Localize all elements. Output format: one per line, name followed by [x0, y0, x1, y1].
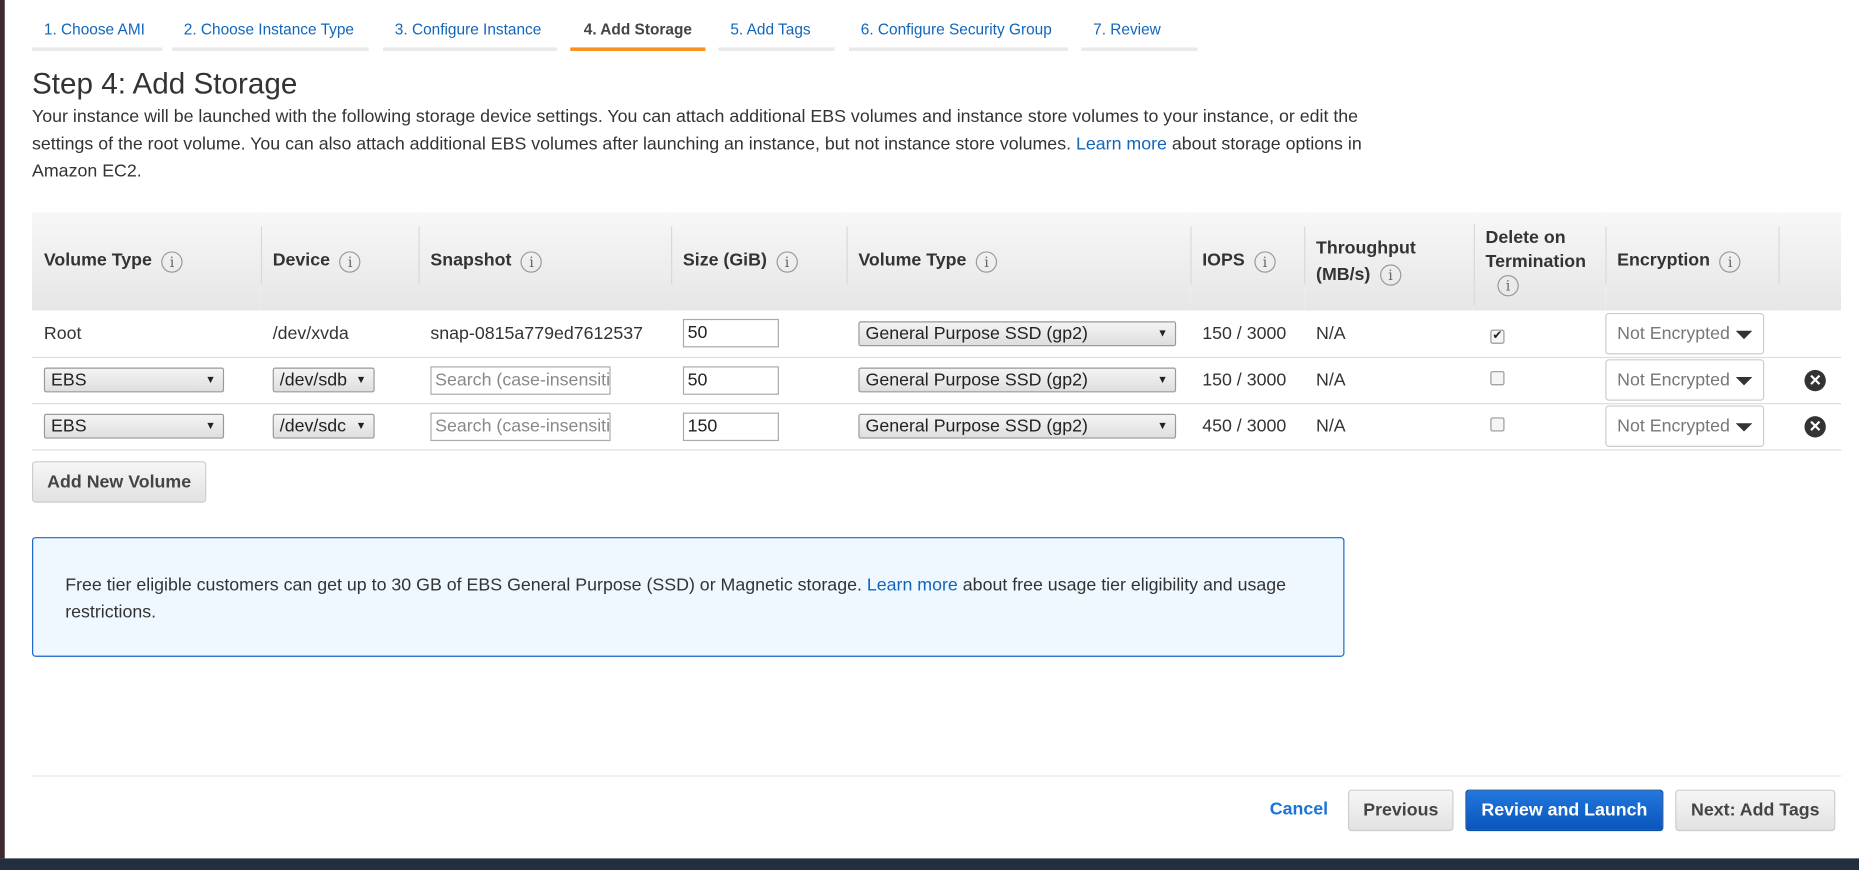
- header-size: Size (GiB) i: [671, 212, 846, 310]
- caret-down-icon: [1735, 330, 1753, 339]
- info-icon[interactable]: i: [776, 250, 798, 273]
- tab-add-tags[interactable]: 5. Add Tags: [718, 12, 835, 51]
- bottom-bar: [0, 858, 1859, 870]
- encryption-select[interactable]: Not Encrypted: [1605, 359, 1765, 401]
- free-tier-text-after: about free usage tier eligibility and us…: [65, 575, 1287, 623]
- table-row: Root /dev/xvda snap-0815a779ed7612537 50…: [32, 310, 1842, 358]
- tab-choose-instance-type[interactable]: 2. Choose Instance Type: [171, 12, 369, 51]
- info-icon[interactable]: i: [1254, 250, 1276, 273]
- info-icon[interactable]: i: [1379, 263, 1402, 286]
- tab-configure-security-group[interactable]: 6. Configure Security Group: [848, 12, 1069, 51]
- header-volume-type: Volume Type i: [32, 212, 261, 310]
- ebs-volume-type-select[interactable]: General Purpose SSD (gp2) ▼: [858, 413, 1177, 439]
- next-add-tags-button[interactable]: Next: Add Tags: [1675, 789, 1836, 832]
- size-input[interactable]: 50: [682, 365, 779, 395]
- page-title: Step 4: Add Storage: [32, 67, 298, 101]
- window-edge: [0, 0, 5, 859]
- header-iops: IOPS i: [1190, 212, 1304, 310]
- iops: 150 / 3000: [1190, 356, 1305, 404]
- free-tier-text: Free tier eligible customers can get up …: [65, 575, 862, 596]
- dropdown-arrow-icon: ▼: [355, 373, 367, 386]
- throughput: N/A: [1304, 310, 1474, 358]
- header-encryption: Encryption i: [1605, 212, 1778, 310]
- device-select[interactable]: /dev/sdb ▼: [272, 367, 375, 393]
- volume-type: Root: [32, 310, 261, 358]
- info-icon[interactable]: i: [1497, 274, 1519, 296]
- dropdown-arrow-icon: ▼: [205, 373, 216, 386]
- page-description: Your instance will be launched with the …: [32, 103, 1372, 185]
- free-tier-info-box: Free tier eligible customers can get up …: [32, 537, 1345, 657]
- table-header: Volume Type i Device i Snapshot i Size (GiB…: [32, 212, 1842, 311]
- throughput: N/A: [1304, 356, 1474, 404]
- header-device: Device i: [260, 212, 419, 310]
- volume-type-select[interactable]: EBS ▼: [43, 413, 225, 439]
- info-icon[interactable]: i: [1719, 250, 1741, 273]
- table-row: EBS▼ /dev/sdb▼ Search (case-insensitive)…: [32, 356, 1842, 404]
- caret-down-icon: [1735, 423, 1753, 432]
- tab-choose-ami[interactable]: 1. Choose AMI: [32, 12, 163, 51]
- size-input[interactable]: 150: [682, 411, 779, 441]
- info-icon[interactable]: i: [339, 250, 361, 273]
- caret-down-icon: [1735, 377, 1753, 386]
- iops: 150 / 3000: [1190, 310, 1305, 358]
- free-tier-learn-more-link[interactable]: Learn more: [866, 575, 958, 596]
- snapshot: snap-0815a779ed7612537: [418, 310, 672, 358]
- snapshot-search-input[interactable]: Search (case-insensitive): [430, 365, 611, 395]
- tab-review[interactable]: 7. Review: [1081, 12, 1198, 51]
- encryption-select[interactable]: Not Encrypted: [1605, 405, 1765, 447]
- previous-button[interactable]: Previous: [1348, 789, 1454, 832]
- header-ebs-volume-type: Volume Type i: [846, 212, 1191, 310]
- throughput: N/A: [1304, 403, 1474, 450]
- size-input[interactable]: 50: [682, 319, 779, 348]
- dropdown-arrow-icon: ▼: [1157, 373, 1168, 386]
- header-throughput: Throughput (MB/s) i: [1304, 212, 1474, 310]
- header-delete-on-termination: Delete on Termination i: [1473, 212, 1606, 310]
- add-new-volume-button[interactable]: Add New Volume: [32, 461, 207, 503]
- ebs-volume-type-select[interactable]: General Purpose SSD (gp2) ▼: [858, 367, 1177, 393]
- header-remove: [1778, 212, 1841, 310]
- description-text-after: about storage options in Amazon EC2.: [32, 133, 1362, 182]
- encryption-select[interactable]: Not Encrypted: [1605, 312, 1765, 355]
- delete-on-termination-checkbox[interactable]: [1490, 417, 1505, 432]
- description-text: Your instance will be launched with the …: [32, 106, 1359, 155]
- tab-configure-instance[interactable]: 3. Configure Instance: [382, 12, 558, 51]
- info-icon[interactable]: i: [161, 250, 183, 273]
- storage-table: Volume Type i Device i Snapshot i Size (GiB…: [32, 212, 1842, 450]
- dropdown-arrow-icon: ▼: [1157, 419, 1168, 432]
- delete-on-termination-checkbox[interactable]: ✔: [1490, 329, 1505, 344]
- delete-on-termination-checkbox[interactable]: [1490, 371, 1505, 386]
- remove-volume-icon[interactable]: ✕: [1804, 369, 1826, 391]
- info-icon[interactable]: i: [975, 250, 998, 273]
- tab-add-storage[interactable]: 4. Add Storage: [570, 12, 706, 51]
- header-snapshot: Snapshot i: [418, 212, 672, 310]
- dropdown-arrow-icon: ▼: [355, 419, 367, 432]
- cancel-link[interactable]: Cancel: [1269, 799, 1329, 820]
- dropdown-arrow-icon: ▼: [205, 419, 216, 432]
- review-and-launch-button[interactable]: Review and Launch: [1465, 789, 1664, 832]
- volume-type-select[interactable]: EBS ▼: [43, 367, 225, 393]
- ebs-volume-type-select[interactable]: General Purpose SSD (gp2) ▼: [858, 321, 1177, 346]
- device: /dev/xvda: [260, 310, 419, 358]
- remove-volume-icon[interactable]: ✕: [1804, 415, 1826, 437]
- table-row: EBS▼ /dev/sdc▼ Search (case-insensitive)…: [32, 403, 1842, 450]
- dropdown-arrow-icon: ▼: [1157, 326, 1168, 339]
- info-icon[interactable]: i: [520, 250, 543, 273]
- learn-more-link[interactable]: Learn more: [1075, 133, 1167, 155]
- footer-divider: [32, 775, 1842, 777]
- device-select[interactable]: /dev/sdc ▼: [272, 413, 375, 439]
- snapshot-search-input[interactable]: Search (case-insensitive): [430, 411, 611, 441]
- iops: 450 / 3000: [1190, 403, 1305, 450]
